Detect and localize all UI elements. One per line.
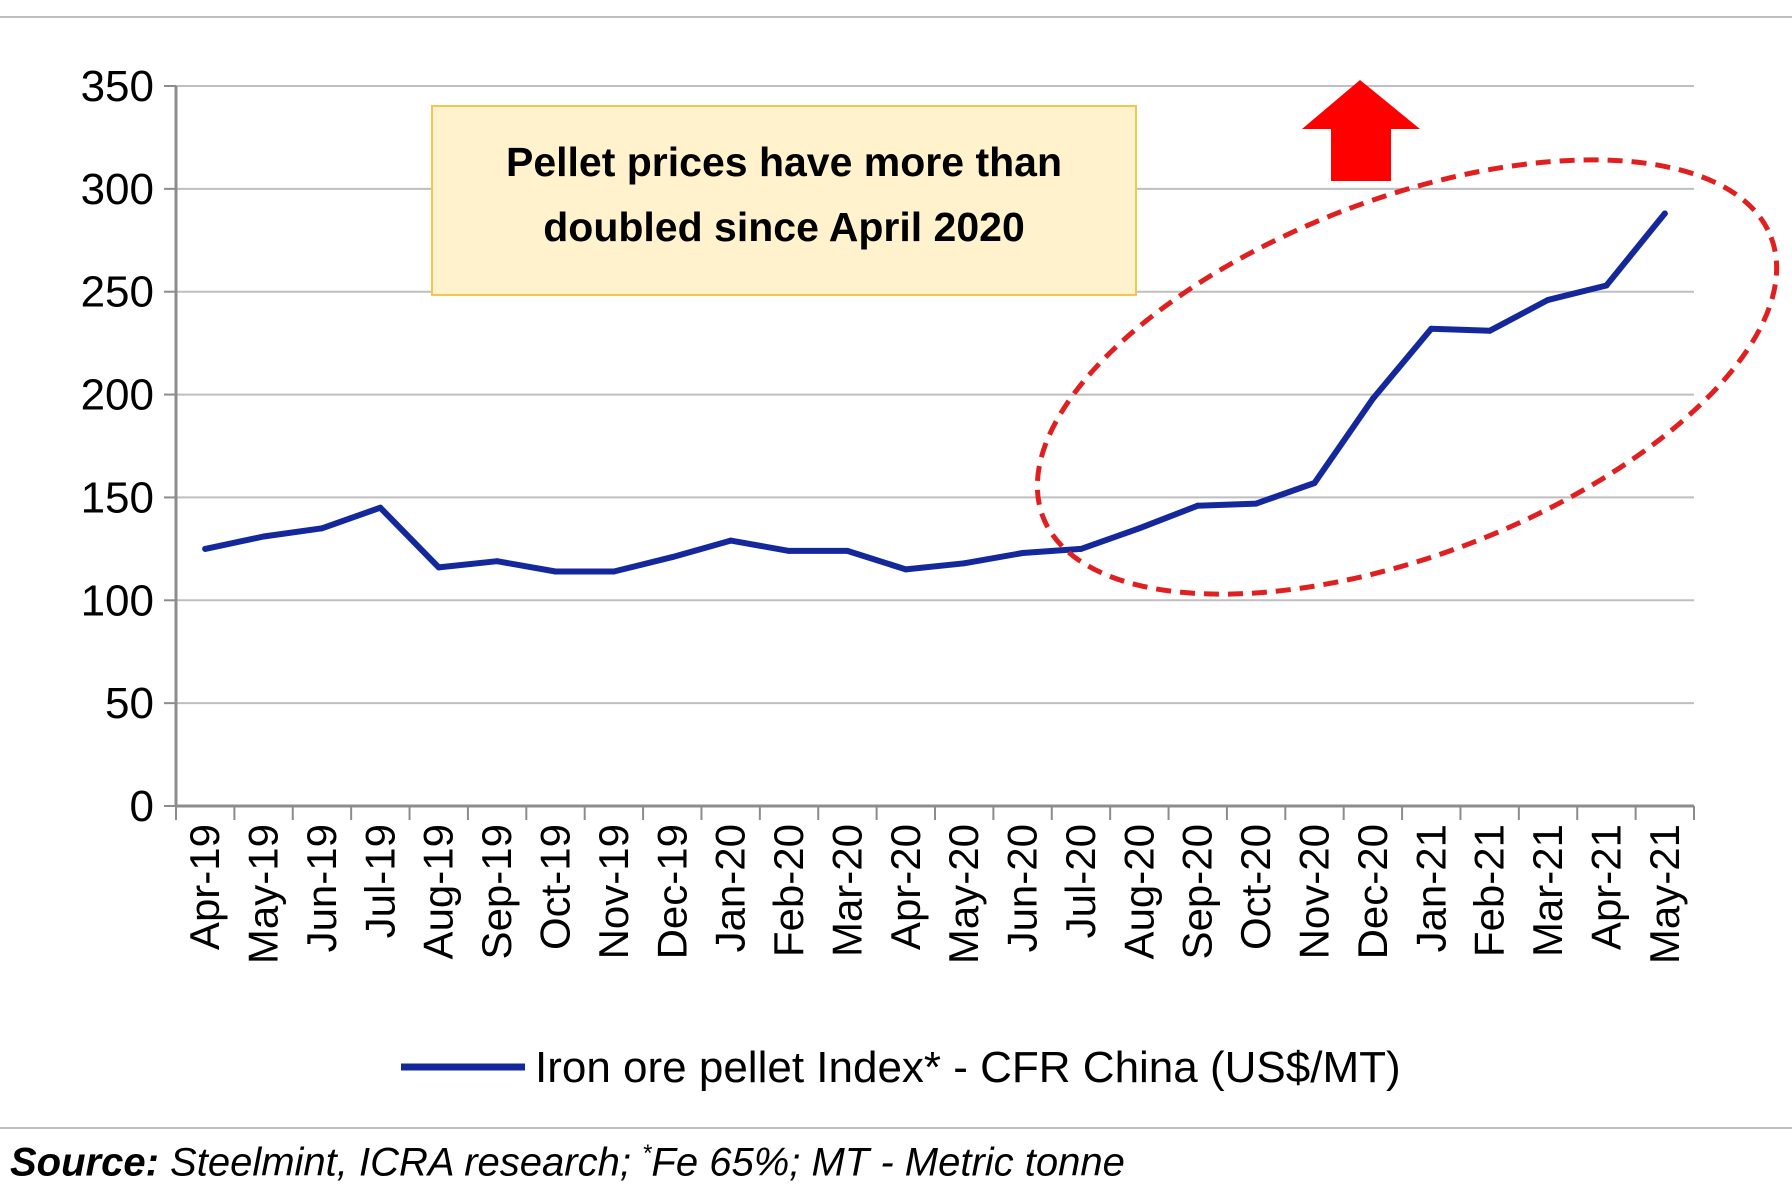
gridlines bbox=[176, 85, 1694, 705]
x-tick-label-Jan-20: Jan-20 bbox=[707, 824, 754, 952]
data-point-Dec-19 bbox=[669, 554, 676, 561]
x-tick-label-Jul-19: Jul-19 bbox=[356, 824, 403, 938]
x-tick-label-Apr-20: Apr-20 bbox=[882, 824, 929, 950]
data-point-May-21 bbox=[1661, 210, 1668, 217]
x-tick-label-Feb-21: Feb-21 bbox=[1466, 824, 1513, 957]
data-point-Oct-20 bbox=[1253, 500, 1260, 507]
footnote-text: Fe 65%; MT - Metric tonne bbox=[651, 1140, 1125, 1185]
x-tick-label-Jun-19: Jun-19 bbox=[298, 824, 345, 952]
x-tick-label-Dec-20: Dec-20 bbox=[1349, 824, 1396, 959]
data-point-Jun-20 bbox=[1019, 549, 1026, 556]
axes bbox=[174, 86, 1694, 808]
data-point-Mar-20 bbox=[844, 547, 851, 554]
data-point-Feb-20 bbox=[786, 547, 793, 554]
x-tick-label-Apr-19: Apr-19 bbox=[181, 824, 228, 950]
data-point-Jun-19 bbox=[318, 525, 325, 532]
source-text: Steelmint, ICRA research; bbox=[158, 1140, 643, 1185]
x-tick-label-May-21: May-21 bbox=[1641, 824, 1688, 964]
series-line-0 bbox=[202, 210, 1668, 575]
x-tick-label-May-19: May-19 bbox=[240, 824, 287, 964]
callout-box bbox=[431, 105, 1137, 296]
data-point-Nov-20 bbox=[1311, 480, 1318, 487]
data-point-Jul-19 bbox=[377, 504, 384, 511]
y-tick-label-250: 250 bbox=[81, 268, 154, 317]
x-tick-label-Jan-21: Jan-21 bbox=[1407, 824, 1454, 952]
data-point-Oct-19 bbox=[552, 568, 559, 575]
x-tick-label-Sep-20: Sep-20 bbox=[1174, 824, 1221, 959]
x-tick-label-Nov-19: Nov-19 bbox=[590, 824, 637, 959]
data-point-Sep-20 bbox=[1194, 502, 1201, 509]
x-tick-label-Mar-21: Mar-21 bbox=[1524, 824, 1571, 957]
callout-line-2: doubled since April 2020 bbox=[543, 204, 1025, 250]
source-label: Source: bbox=[10, 1140, 159, 1185]
x-tick-label-Dec-19: Dec-19 bbox=[648, 824, 695, 959]
data-point-Apr-20 bbox=[902, 566, 909, 573]
x-tick-label-Nov-20: Nov-20 bbox=[1291, 824, 1338, 959]
x-tick-label-Sep-19: Sep-19 bbox=[473, 824, 520, 959]
data-point-Nov-19 bbox=[610, 568, 617, 575]
data-point-Mar-21 bbox=[1545, 296, 1552, 303]
x-tick-label-Aug-19: Aug-19 bbox=[415, 824, 462, 959]
x-tick-label-Jul-20: Jul-20 bbox=[1057, 824, 1104, 938]
y-tick-label-150: 150 bbox=[81, 473, 154, 522]
data-point-Aug-20 bbox=[1136, 525, 1143, 532]
y-tick-label-100: 100 bbox=[81, 576, 154, 625]
footnote-mark: * bbox=[642, 1140, 652, 1167]
y-tick-label-0: 0 bbox=[130, 782, 154, 831]
y-tick-label-50: 50 bbox=[105, 679, 154, 728]
data-point-Jan-20 bbox=[727, 537, 734, 544]
x-tick-label-May-20: May-20 bbox=[940, 824, 987, 964]
x-tick-label-Feb-20: Feb-20 bbox=[765, 824, 812, 957]
data-point-Sep-19 bbox=[494, 558, 501, 565]
data-point-May-19 bbox=[260, 533, 267, 540]
y-axis-ticks: 0 50 100 150 200 250 300 350 bbox=[81, 62, 176, 831]
x-tick-label-Apr-21: Apr-21 bbox=[1582, 824, 1629, 950]
data-point-May-20 bbox=[961, 560, 968, 567]
up-arrow-icon bbox=[1302, 80, 1420, 181]
x-tick-label-Jun-20: Jun-20 bbox=[999, 824, 1046, 952]
callout-line-1: Pellet prices have more than bbox=[506, 139, 1062, 185]
data-point-Apr-19 bbox=[202, 545, 209, 552]
data-point-Apr-21 bbox=[1603, 282, 1610, 289]
legend-label: Iron ore pellet Index* - CFR China (US$/… bbox=[535, 1043, 1401, 1092]
data-point-Jan-21 bbox=[1428, 325, 1435, 332]
y-tick-label-350: 350 bbox=[81, 62, 154, 111]
y-tick-label-200: 200 bbox=[81, 371, 154, 420]
x-tick-label-Oct-20: Oct-20 bbox=[1232, 824, 1279, 950]
data-point-Feb-21 bbox=[1486, 327, 1493, 334]
data-point-Aug-19 bbox=[435, 564, 442, 571]
x-axis-ticks: Apr-19 May-19 Jun-19 Jul-19 Aug-19 Sep-19 Oct-… bbox=[175, 806, 1695, 964]
x-tick-label-Oct-19: Oct-19 bbox=[532, 824, 579, 950]
data-point-Dec-20 bbox=[1369, 395, 1376, 402]
x-tick-label-Aug-20: Aug-20 bbox=[1115, 824, 1162, 959]
x-tick-label-Mar-20: Mar-20 bbox=[823, 824, 870, 957]
series-line-group bbox=[202, 210, 1668, 575]
y-tick-label-300: 300 bbox=[81, 165, 154, 214]
source-note: Source: Steelmint, ICRA research; *Fe 65… bbox=[10, 1140, 1125, 1185]
data-point-Jul-20 bbox=[1077, 545, 1084, 552]
